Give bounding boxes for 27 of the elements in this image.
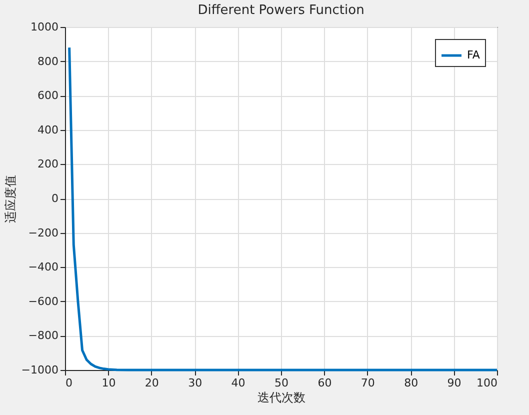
y-tick-label: 400 bbox=[38, 123, 58, 136]
line-series bbox=[68, 46, 498, 372]
y-tick-label: −600 bbox=[28, 294, 58, 308]
x-tick-label: 90 bbox=[447, 376, 462, 390]
x-tick-label: 10 bbox=[102, 376, 116, 390]
x-tick-label: 20 bbox=[144, 376, 159, 390]
x-tick-label: 40 bbox=[231, 376, 246, 390]
y-tick-label: −200 bbox=[28, 226, 58, 240]
x-tick-label: 70 bbox=[360, 376, 375, 390]
x-tick-label: 60 bbox=[318, 376, 332, 390]
y-tick-label: −1000 bbox=[21, 364, 58, 376]
x-axis-title: 迭代次数 bbox=[258, 390, 306, 404]
y-tick-label: −400 bbox=[28, 260, 58, 274]
y-tick-label: 800 bbox=[38, 54, 58, 68]
legend-label: FA bbox=[467, 48, 480, 62]
chart-title: Different Powers Function bbox=[198, 3, 364, 18]
y-tick-label: 200 bbox=[38, 158, 58, 171]
x-tick-label: 0 bbox=[66, 376, 72, 390]
x-tick-label: 30 bbox=[188, 376, 202, 390]
x-tick-label: 50 bbox=[274, 376, 288, 390]
y-tick-label: 0 bbox=[52, 192, 58, 205]
y-tick-label: 1000 bbox=[30, 20, 58, 34]
x-tick-label: 100 bbox=[476, 376, 498, 390]
y-axis-title: 适应度值 bbox=[3, 175, 18, 223]
x-tick-label: 80 bbox=[404, 376, 418, 390]
y-tick-label: −800 bbox=[28, 329, 58, 342]
y-tick-label: 600 bbox=[38, 89, 58, 102]
